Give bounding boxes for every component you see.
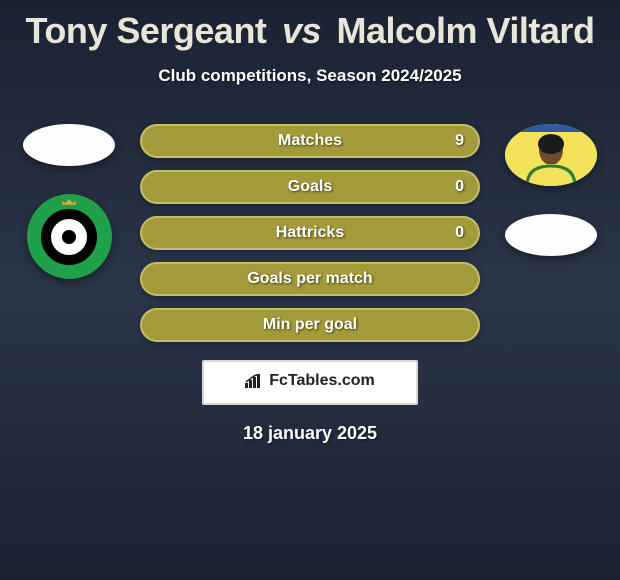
player1-avatar	[23, 124, 115, 166]
club-dot-icon	[62, 230, 76, 244]
stat-value-right: 9	[455, 132, 464, 150]
stat-label: Hattricks	[276, 224, 344, 242]
left-column	[14, 124, 124, 279]
stat-bar: Matches 9	[140, 124, 480, 158]
stats-bars: Matches 9 Goals 0 Hattricks 0 Goals per …	[140, 124, 480, 342]
player1-name: Tony Sergeant	[26, 10, 267, 51]
stat-label: Goals	[288, 178, 332, 196]
date-label: 18 january 2025	[0, 423, 620, 444]
stat-value-right: 0	[455, 224, 464, 242]
page-title: Tony Sergeant vs Malcolm Viltard	[0, 0, 620, 52]
crown-icon	[60, 197, 78, 207]
club-ring-icon	[41, 209, 97, 265]
stat-label: Matches	[278, 132, 342, 150]
stat-label: Min per goal	[263, 316, 357, 334]
vs-label: vs	[276, 10, 327, 51]
player2-club-logo	[505, 214, 597, 256]
player2-avatar	[505, 124, 597, 186]
comparison-content: Matches 9 Goals 0 Hattricks 0 Goals per …	[0, 124, 620, 444]
stat-bar: Hattricks 0	[140, 216, 480, 250]
stat-bar: Min per goal	[140, 308, 480, 342]
stat-value-right: 0	[455, 178, 464, 196]
chart-icon	[245, 374, 263, 388]
site-name: FcTables.com	[269, 372, 375, 390]
subtitle: Club competitions, Season 2024/2025	[0, 66, 620, 86]
stat-bar: Goals per match	[140, 262, 480, 296]
site-badge[interactable]: FcTables.com	[202, 360, 418, 405]
player2-name: Malcolm Viltard	[337, 10, 595, 51]
player2-photo-icon	[505, 124, 597, 186]
stat-bar: Goals 0	[140, 170, 480, 204]
player1-club-logo	[27, 194, 112, 279]
right-column	[496, 124, 606, 256]
stat-label: Goals per match	[247, 270, 372, 288]
